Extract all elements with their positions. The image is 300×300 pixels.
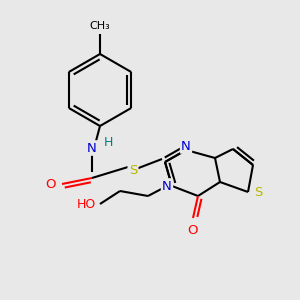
Text: N: N: [87, 142, 97, 154]
Text: N: N: [181, 140, 191, 152]
Text: H: H: [103, 136, 113, 148]
Text: CH₃: CH₃: [90, 21, 110, 31]
Text: O: O: [188, 224, 198, 236]
Text: O: O: [46, 178, 56, 190]
Text: HO: HO: [76, 197, 96, 211]
Text: S: S: [129, 164, 137, 176]
Text: S: S: [254, 185, 262, 199]
Text: N: N: [162, 179, 172, 193]
